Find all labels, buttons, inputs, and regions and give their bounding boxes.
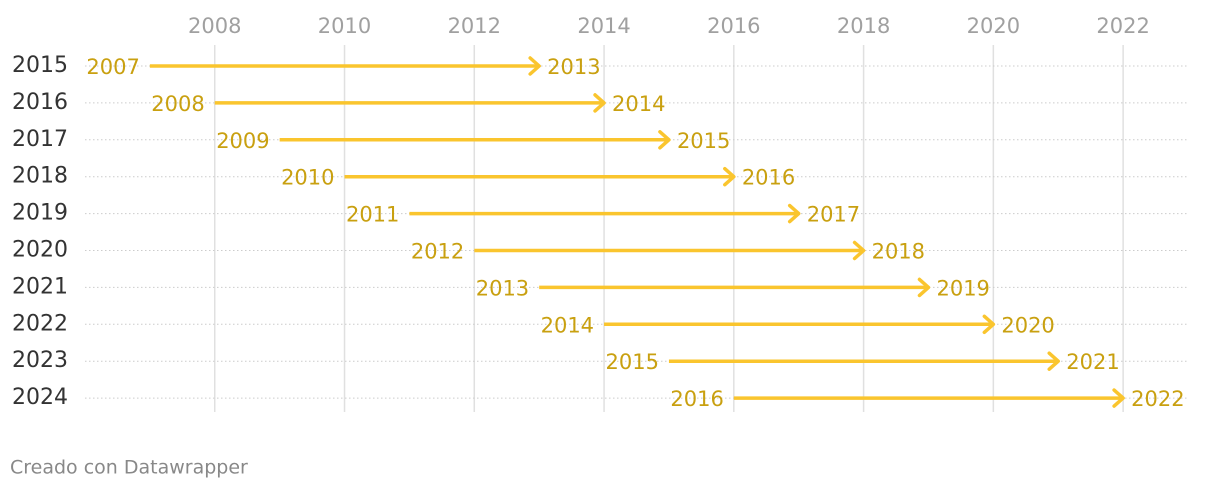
arrow-head	[528, 56, 541, 76]
x-tick-label: 2014	[577, 14, 630, 38]
x-tick-label: 2022	[1096, 14, 1149, 38]
start-label: 2013	[476, 276, 529, 300]
start-label: 2010	[281, 166, 334, 190]
start-label: 2012	[411, 240, 464, 264]
end-label: 2016	[742, 166, 795, 190]
arrow-head	[917, 277, 931, 298]
arrow-head	[1112, 388, 1125, 408]
start-label: 2016	[670, 387, 723, 411]
end-label: 2014	[612, 92, 665, 116]
end-label: 2021	[1066, 350, 1119, 374]
arrow-head	[852, 240, 866, 261]
arrow-head	[723, 166, 736, 187]
x-tick-label: 2012	[448, 14, 501, 38]
end-label: 2018	[872, 240, 925, 264]
category-label: 2019	[12, 201, 68, 226]
x-tick-label: 2018	[837, 14, 890, 38]
start-label: 2011	[346, 203, 399, 227]
end-label: 2019	[936, 276, 989, 300]
arrow-head	[1047, 351, 1060, 371]
arrow-head	[593, 93, 606, 113]
start-label: 2008	[151, 92, 204, 116]
category-label: 2021	[12, 274, 68, 299]
end-label: 2020	[1001, 313, 1054, 337]
category-label: 2018	[12, 164, 68, 189]
end-label: 2015	[677, 129, 730, 153]
category-label: 2015	[12, 53, 68, 78]
x-tick-label: 2010	[318, 14, 371, 38]
category-label: 2024	[12, 385, 68, 410]
category-label: 2020	[12, 238, 68, 263]
x-tick-label: 2008	[188, 14, 241, 38]
category-label: 2022	[12, 311, 68, 336]
end-label: 2013	[547, 55, 600, 79]
start-label: 2007	[86, 55, 139, 79]
end-label: 2022	[1131, 387, 1184, 411]
category-label: 2017	[12, 127, 68, 152]
start-label: 2015	[605, 350, 658, 374]
end-label: 2017	[807, 203, 860, 227]
arrow-head	[982, 314, 996, 335]
x-tick-label: 2016	[707, 14, 760, 38]
footer: Creado con Datawrapper	[10, 457, 248, 479]
arrow-head	[787, 203, 801, 224]
category-label: 2023	[12, 348, 68, 373]
start-label: 2014	[541, 313, 594, 337]
arrow-head	[658, 130, 671, 150]
category-label: 2016	[12, 90, 68, 115]
start-label: 2009	[216, 129, 269, 153]
x-tick-label: 2020	[967, 14, 1020, 38]
